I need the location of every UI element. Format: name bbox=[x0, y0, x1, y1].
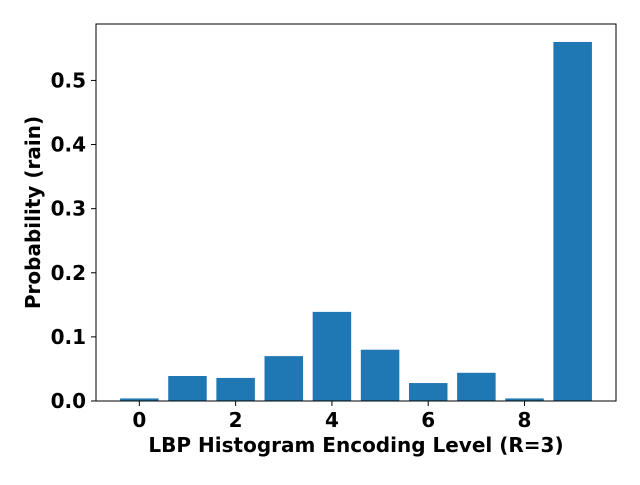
bar-level-6 bbox=[408, 383, 448, 401]
y-axis-label: Probability (rain) bbox=[21, 116, 45, 309]
bar-level-9 bbox=[553, 41, 592, 401]
bar-level-2 bbox=[216, 377, 255, 401]
y-tick-label: 0.5 bbox=[51, 68, 86, 92]
y-tick-label: 0.2 bbox=[51, 261, 86, 285]
x-axis-ticks: 0 2 4 6 8 bbox=[132, 401, 531, 432]
bar-level-8 bbox=[505, 398, 544, 401]
x-tick-label: 8 bbox=[518, 408, 532, 432]
x-tick-label: 2 bbox=[229, 408, 243, 432]
plot-area-frame bbox=[95, 23, 617, 402]
y-tick-label: 0.4 bbox=[51, 133, 86, 157]
bars-group bbox=[120, 41, 592, 401]
y-tick-label: 0.0 bbox=[51, 389, 86, 413]
bar-level-0 bbox=[120, 398, 159, 401]
y-tick-label: 0.1 bbox=[51, 325, 86, 349]
bar-level-4 bbox=[312, 311, 352, 401]
bar-level-1 bbox=[168, 375, 207, 401]
bar-level-5 bbox=[360, 349, 400, 401]
x-tick-label: 6 bbox=[421, 408, 435, 432]
bar-level-7 bbox=[457, 372, 496, 401]
x-tick-label: 0 bbox=[132, 408, 146, 432]
y-tick-label: 0.3 bbox=[51, 197, 86, 221]
x-axis-label: LBP Histogram Encoding Level (R=3) bbox=[148, 433, 563, 457]
y-axis-ticks: 0.0 0.1 0.2 0.3 0.4 0.5 bbox=[51, 68, 96, 413]
bar-level-3 bbox=[264, 356, 304, 401]
x-tick-label: 4 bbox=[325, 408, 339, 432]
